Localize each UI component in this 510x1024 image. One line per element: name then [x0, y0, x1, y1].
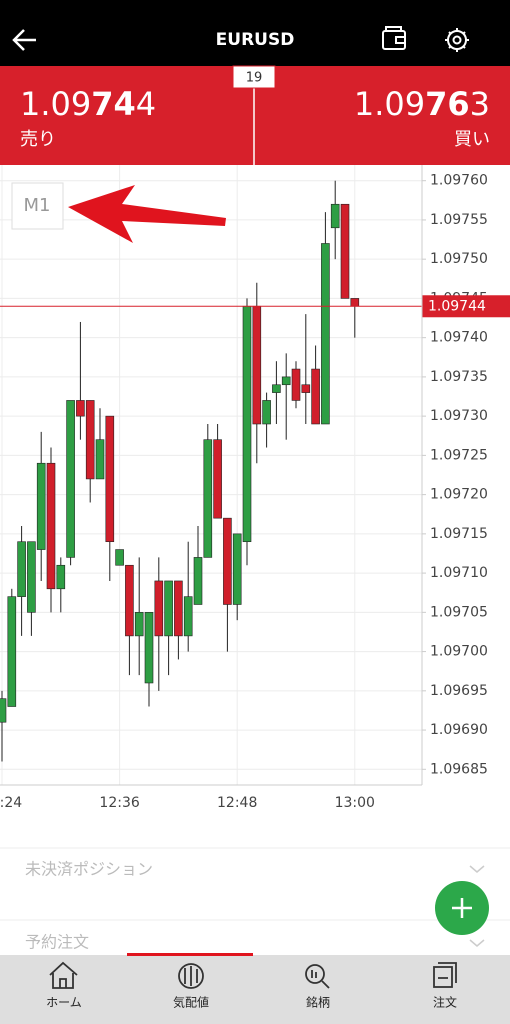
- candle-body: [183, 596, 193, 637]
- y-tick-label: 1.09755: [430, 212, 488, 228]
- x-tick-label: 12:36: [99, 795, 139, 811]
- timeframe-box[interactable]: [11, 182, 64, 230]
- candle-body: [311, 368, 320, 425]
- candle-body: [330, 203, 340, 229]
- ask-pips: 76: [425, 85, 470, 123]
- chevron: [469, 865, 485, 873]
- y-tick-label: 1.09690: [430, 722, 488, 738]
- y-tick-label: 1.09710: [430, 565, 488, 581]
- y-tick-label: 1.09750: [430, 251, 488, 267]
- x-tick-label: 12:24: [0, 795, 22, 811]
- ask-label: 買い: [454, 129, 490, 150]
- nav-item[interactable]: 銘柄: [306, 995, 330, 1010]
- candle-body: [154, 580, 164, 637]
- candle-body: [291, 368, 301, 401]
- candle-body: [232, 533, 242, 605]
- candle-body: [242, 305, 252, 543]
- candle-body: [17, 541, 26, 597]
- quotes-icon: [178, 963, 204, 989]
- panel-positions[interactable]: 未決済ポジション: [25, 860, 153, 879]
- candle-body: [115, 549, 124, 566]
- wallet-icon[interactable]: [382, 26, 406, 50]
- nav-item[interactable]: ホーム: [46, 996, 82, 1010]
- chart: 1.097601.097551.097501.097451.097401.097…: [0, 165, 510, 811]
- candle-body: [321, 243, 330, 425]
- candle-body: [203, 439, 213, 558]
- panel-orders[interactable]: 予約注文: [25, 933, 89, 952]
- back-button[interactable]: [12, 29, 36, 51]
- settings-icon[interactable]: [445, 28, 469, 52]
- candle-body: [350, 298, 360, 307]
- candle-body: [125, 564, 134, 637]
- candle-body: [66, 400, 75, 558]
- candle-body: [36, 462, 46, 550]
- spread: 19: [246, 71, 263, 86]
- candle-body: [301, 384, 311, 393]
- y-tick-label: 1.09725: [430, 447, 488, 463]
- annotation-arrow: [68, 185, 226, 243]
- y-tick-label: 1.09730: [430, 408, 488, 424]
- candle-body: [7, 596, 17, 707]
- symbol-title: EURUSD: [216, 30, 295, 50]
- candle-body: [95, 439, 105, 480]
- candle-body: [46, 462, 56, 590]
- price-tag-label: 1.09744: [428, 298, 486, 314]
- nav-item[interactable]: 気配値: [173, 995, 209, 1010]
- y-tick-label: 1.09760: [430, 173, 488, 189]
- nav-indicator: [127, 953, 253, 956]
- candle-body: [105, 415, 115, 543]
- ask-tail: 3: [470, 85, 490, 123]
- candle-body: [144, 612, 154, 684]
- candle-body: [76, 400, 85, 417]
- candle-body: [164, 580, 173, 637]
- bid-lead: 1.09: [20, 85, 91, 123]
- candle-body: [27, 541, 36, 613]
- x-tick-label: 13:00: [335, 795, 375, 811]
- nav-item[interactable]: 注文: [433, 995, 457, 1010]
- candle-body: [213, 439, 222, 519]
- chevron: [469, 939, 485, 947]
- price-tag: [422, 295, 510, 318]
- home-icon: [49, 961, 78, 989]
- candle-body: [0, 698, 7, 723]
- symbols-icon: [305, 964, 325, 984]
- bid-price[interactable]: 1.09744: [20, 85, 156, 123]
- candle-body: [85, 400, 95, 480]
- ask-price[interactable]: 1.09763: [354, 85, 490, 123]
- candle-body: [262, 400, 271, 425]
- top-bar: [0, 0, 510, 66]
- plus-icon: [452, 898, 472, 918]
- bid-label: 売り: [20, 129, 56, 150]
- y-tick-label: 1.09715: [430, 526, 488, 542]
- candle-body: [56, 564, 66, 590]
- x-tick-label: 12:48: [217, 795, 257, 811]
- y-tick-label: 1.09695: [430, 683, 488, 699]
- candle-body: [193, 557, 203, 605]
- ask-lead: 1.09: [354, 85, 425, 123]
- candle-body: [272, 384, 281, 393]
- bid-pips: 74: [91, 85, 136, 123]
- y-tick-label: 1.09705: [430, 604, 488, 620]
- y-tick-label: 1.09720: [430, 487, 488, 503]
- candle-body: [174, 580, 183, 637]
- y-tick-label: 1.09685: [430, 761, 488, 777]
- bottom-nav: [0, 955, 510, 1024]
- candle-body: [252, 305, 262, 425]
- candle-body: [340, 203, 350, 299]
- timeframe: M1: [24, 195, 51, 216]
- bid-tail: 4: [136, 85, 156, 123]
- candle-body: [281, 376, 291, 386]
- candle-body: [223, 517, 232, 605]
- y-tick-label: 1.09700: [430, 644, 488, 660]
- spread-box: [232, 65, 276, 89]
- y-tick-label: 1.09735: [430, 369, 488, 385]
- candle-body: [134, 612, 144, 637]
- y-tick-label: 1.09740: [430, 330, 488, 346]
- order-icon: [433, 966, 453, 988]
